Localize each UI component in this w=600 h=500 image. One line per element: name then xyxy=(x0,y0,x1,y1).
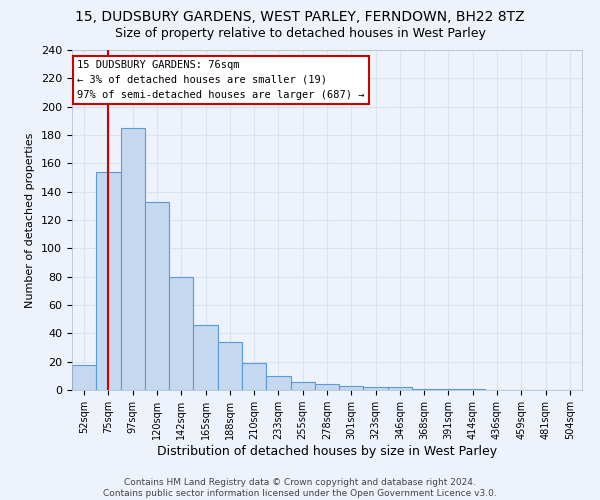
Bar xyxy=(436,388,461,390)
Bar xyxy=(169,276,193,390)
Bar xyxy=(121,128,145,390)
Bar xyxy=(412,388,436,390)
Bar xyxy=(242,363,266,390)
Bar xyxy=(364,387,388,390)
Bar xyxy=(388,387,412,390)
Text: 15 DUDSBURY GARDENS: 76sqm
← 3% of detached houses are smaller (19)
97% of semi-: 15 DUDSBURY GARDENS: 76sqm ← 3% of detac… xyxy=(77,60,365,100)
Bar xyxy=(72,364,96,390)
Bar xyxy=(218,342,242,390)
Bar xyxy=(461,388,485,390)
Bar xyxy=(339,386,364,390)
Text: Contains HM Land Registry data © Crown copyright and database right 2024.
Contai: Contains HM Land Registry data © Crown c… xyxy=(103,478,497,498)
Bar xyxy=(315,384,339,390)
X-axis label: Distribution of detached houses by size in West Parley: Distribution of detached houses by size … xyxy=(157,445,497,458)
Text: Size of property relative to detached houses in West Parley: Size of property relative to detached ho… xyxy=(115,28,485,40)
Bar xyxy=(96,172,121,390)
Text: 15, DUDSBURY GARDENS, WEST PARLEY, FERNDOWN, BH22 8TZ: 15, DUDSBURY GARDENS, WEST PARLEY, FERND… xyxy=(75,10,525,24)
Y-axis label: Number of detached properties: Number of detached properties xyxy=(25,132,35,308)
Bar xyxy=(266,376,290,390)
Bar xyxy=(145,202,169,390)
Bar xyxy=(290,382,315,390)
Bar xyxy=(193,325,218,390)
